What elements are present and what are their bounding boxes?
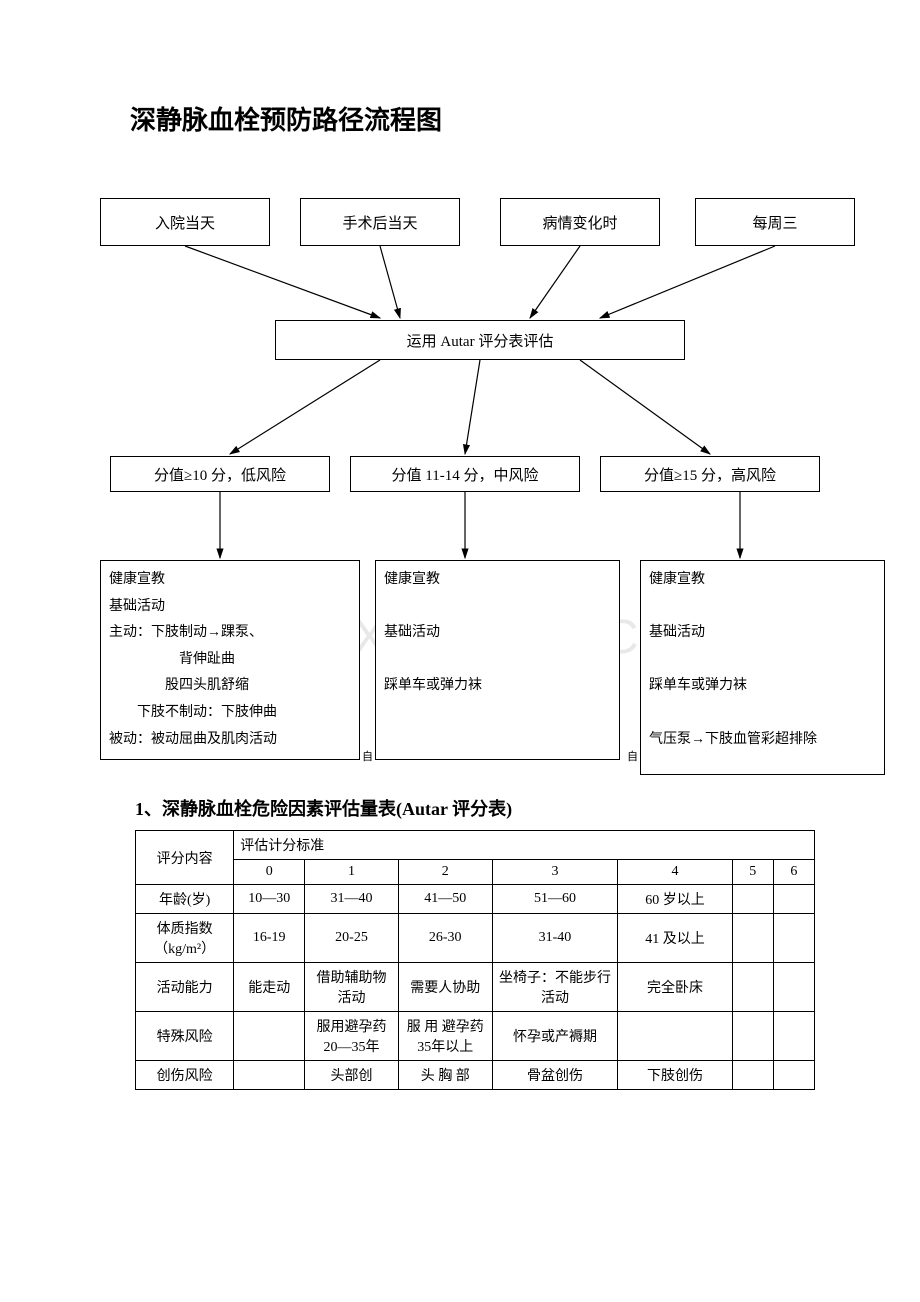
center-box: 运用 Autar 评分表评估 — [275, 320, 685, 360]
risk-low: 分值≥10 分，低风险 — [110, 456, 330, 492]
top-box-3: 病情变化时 — [500, 198, 660, 246]
page-title: 深静脉血栓预防路径流程图 — [130, 100, 820, 137]
top-box-1: 入院当天 — [100, 198, 270, 246]
table-title: 1、深静脉血栓危险因素评估量表(Autar 评分表) — [135, 795, 512, 821]
table-row: 活动能力 能走动 借助辅助物活动 需要人协助 坐椅子：不能步行活动 完全卧床 — [136, 963, 815, 1012]
table-row: 体质指数（kg/m²） 16-19 20-25 26-30 31-40 41 及… — [136, 914, 815, 963]
table-row: 创伤风险 头部创 头 胸 部 骨盆创伤 下肢创伤 — [136, 1061, 815, 1090]
action-high-text: 健康宣教 基础活动 踩单车或弹力袜 气压泵→下肢血管彩超排除 — [649, 567, 817, 753]
score-header-row: 0 1 2 3 4 5 6 — [136, 860, 815, 885]
autar-table: 评分内容 评估计分标准 0 1 2 3 4 5 6 年龄(岁) 10—30 31… — [135, 830, 815, 1090]
th-criteria: 评估计分标准 — [234, 831, 815, 860]
mark-1: 自 — [362, 748, 373, 764]
action-low: 健康宣教 基础活动 主动：下肢制动→踝泵、 背伸趾曲 股四头肌舒缩 下肢不制动：… — [100, 560, 360, 760]
risk-high: 分值≥15 分，高风险 — [600, 456, 820, 492]
action-mid: 健康宣教 基础活动 踩单车或弹力袜 — [375, 560, 620, 760]
top-box-4: 每周三 — [695, 198, 855, 246]
action-high: 健康宣教 基础活动 踩单车或弹力袜 气压泵→下肢血管彩超排除 — [640, 560, 885, 775]
top-box-2: 手术后当天 — [300, 198, 460, 246]
risk-mid: 分值 11-14 分，中风险 — [350, 456, 580, 492]
action-low-text: 健康宣教 基础活动 主动：下肢制动→踝泵、 背伸趾曲 股四头肌舒缩 下肢不制动：… — [109, 567, 277, 753]
mark-2: 自 — [627, 748, 638, 764]
table-row: 年龄(岁) 10—30 31—40 41—50 51—60 60 岁以上 — [136, 885, 815, 914]
action-mid-text: 健康宣教 基础活动 踩单车或弹力袜 — [384, 567, 482, 700]
th-label: 评分内容 — [136, 831, 234, 885]
table-row: 特殊风险 服用避孕药20—35年 服 用 避孕药 35年以上 怀孕或产褥期 — [136, 1012, 815, 1061]
